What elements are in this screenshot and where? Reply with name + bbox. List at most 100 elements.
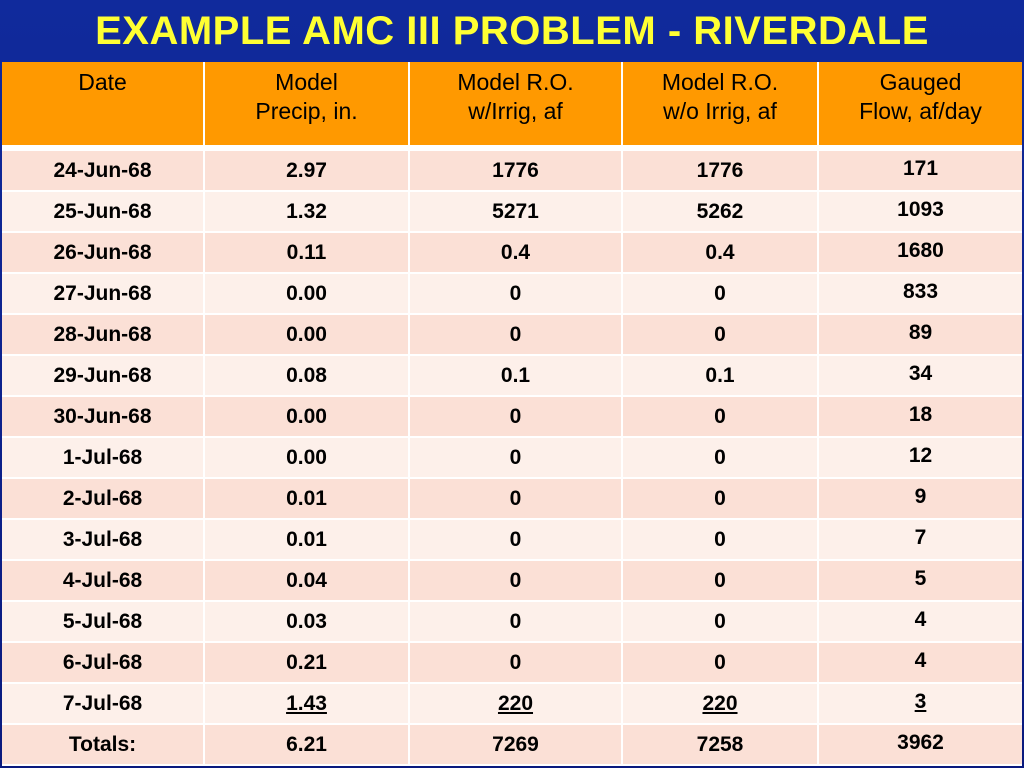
cell-precip: 1.43	[205, 684, 410, 725]
cell-ro-no-irrig: 0	[623, 397, 819, 438]
header-ro-irrig: Model R.O. w/Irrig, af	[410, 62, 623, 147]
cell-precip: 0.00	[205, 397, 410, 438]
cell-gauged-flow: 7	[819, 520, 1022, 561]
table-row: 5-Jul-68 0.03 0 0 4	[2, 602, 1022, 643]
cell-ro-irrig: 0	[410, 561, 623, 602]
cell-date: 4-Jul-68	[2, 561, 205, 602]
cell-precip: 1.32	[205, 192, 410, 233]
cell-ro-irrig: 0	[410, 315, 623, 356]
cell-gauged-flow: 833	[819, 274, 1022, 315]
cell-ro-no-irrig: 0	[623, 602, 819, 643]
table-row: 30-Jun-68 0.00 0 0 18	[2, 397, 1022, 438]
cell-ro-irrig: 0.4	[410, 233, 623, 274]
cell-ro-irrig: 0.1	[410, 356, 623, 397]
cell-gauged-flow: 3	[819, 684, 1022, 725]
cell-ro-no-irrig: 0	[623, 438, 819, 479]
cell-ro-irrig: 220	[410, 684, 623, 725]
header-line: w/o Irrig, af	[663, 98, 777, 124]
table-row: 4-Jul-68 0.04 0 0 5	[2, 561, 1022, 602]
cell-ro-no-irrig: 0	[623, 520, 819, 561]
cell-date: 2-Jul-68	[2, 479, 205, 520]
header-line: Date	[78, 69, 127, 95]
cell-ro-no-irrig: 0.4	[623, 233, 819, 274]
cell-precip: 0.01	[205, 520, 410, 561]
cell-ro-irrig: 1776	[410, 147, 623, 192]
cell-gauged-flow: 171	[819, 147, 1022, 192]
cell-gauged-flow: 3962	[819, 725, 1022, 766]
cell-precip: 0.03	[205, 602, 410, 643]
cell-date: 29-Jun-68	[2, 356, 205, 397]
cell-date: 25-Jun-68	[2, 192, 205, 233]
cell-precip: 0.21	[205, 643, 410, 684]
cell-date: 24-Jun-68	[2, 147, 205, 192]
header-date: Date	[2, 62, 205, 147]
cell-gauged-flow: 9	[819, 479, 1022, 520]
table-row: 25-Jun-68 1.32 5271 5262 1093	[2, 192, 1022, 233]
cell-ro-no-irrig: 0	[623, 274, 819, 315]
header-line: Precip, in.	[255, 98, 358, 124]
header-line: Model	[275, 69, 338, 95]
cell-gauged-flow: 12	[819, 438, 1022, 479]
header-precip: Model Precip, in.	[205, 62, 410, 147]
cell-ro-irrig: 5271	[410, 192, 623, 233]
header-line: Gauged	[879, 69, 962, 95]
cell-date: Totals:	[2, 725, 205, 766]
table-body: 24-Jun-68 2.97 1776 1776 171 25-Jun-68 1.32 527…	[2, 147, 1022, 766]
slide-title: EXAMPLE AMC III PROBLEM - RIVERDALE	[95, 8, 929, 53]
table-row: 27-Jun-68 0.00 0 0 833	[2, 274, 1022, 315]
data-table: Date Model Precip, in. Model R.O. w/Irri…	[2, 62, 1022, 766]
table-row: 28-Jun-68 0.00 0 0 89	[2, 315, 1022, 356]
cell-precip: 0.01	[205, 479, 410, 520]
cell-date: 7-Jul-68	[2, 684, 205, 725]
cell-precip: 0.04	[205, 561, 410, 602]
table-row: 26-Jun-68 0.11 0.4 0.4 1680	[2, 233, 1022, 274]
cell-gauged-flow: 34	[819, 356, 1022, 397]
cell-date: 28-Jun-68	[2, 315, 205, 356]
cell-precip: 6.21	[205, 725, 410, 766]
table-row: 24-Jun-68 2.97 1776 1776 171	[2, 147, 1022, 192]
header-row: Date Model Precip, in. Model R.O. w/Irri…	[2, 62, 1022, 147]
cell-gauged-flow: 1093	[819, 192, 1022, 233]
cell-ro-irrig: 0	[410, 520, 623, 561]
cell-ro-no-irrig: 220	[623, 684, 819, 725]
cell-date: 3-Jul-68	[2, 520, 205, 561]
cell-gauged-flow: 5	[819, 561, 1022, 602]
cell-date: 26-Jun-68	[2, 233, 205, 274]
cell-ro-irrig: 7269	[410, 725, 623, 766]
cell-gauged-flow: 1680	[819, 233, 1022, 274]
table-row: 6-Jul-68 0.21 0 0 4	[2, 643, 1022, 684]
cell-date: 5-Jul-68	[2, 602, 205, 643]
cell-ro-irrig: 0	[410, 438, 623, 479]
cell-precip: 0.00	[205, 315, 410, 356]
cell-precip: 0.08	[205, 356, 410, 397]
cell-ro-irrig: 0	[410, 397, 623, 438]
cell-ro-no-irrig: 0.1	[623, 356, 819, 397]
cell-date: 30-Jun-68	[2, 397, 205, 438]
cell-ro-no-irrig: 0	[623, 315, 819, 356]
cell-gauged-flow: 89	[819, 315, 1022, 356]
cell-precip: 0.11	[205, 233, 410, 274]
cell-date: 27-Jun-68	[2, 274, 205, 315]
cell-precip: 0.00	[205, 274, 410, 315]
table-row: 7-Jul-68 1.43 220 220 3	[2, 684, 1022, 725]
cell-ro-no-irrig: 0	[623, 479, 819, 520]
cell-ro-no-irrig: 0	[623, 561, 819, 602]
cell-precip: 2.97	[205, 147, 410, 192]
cell-ro-no-irrig: 0	[623, 643, 819, 684]
header-line: Model R.O.	[457, 69, 574, 95]
cell-ro-no-irrig: 7258	[623, 725, 819, 766]
cell-gauged-flow: 4	[819, 643, 1022, 684]
header-line: Flow, af/day	[859, 98, 982, 124]
cell-ro-no-irrig: 5262	[623, 192, 819, 233]
header-line: w/Irrig, af	[468, 98, 563, 124]
cell-ro-no-irrig: 1776	[623, 147, 819, 192]
cell-ro-irrig: 0	[410, 602, 623, 643]
cell-precip: 0.00	[205, 438, 410, 479]
table-row: 3-Jul-68 0.01 0 0 7	[2, 520, 1022, 561]
cell-gauged-flow: 4	[819, 602, 1022, 643]
cell-ro-irrig: 0	[410, 479, 623, 520]
table-row: 29-Jun-68 0.08 0.1 0.1 34	[2, 356, 1022, 397]
header-gauged-flow: Gauged Flow, af/day	[819, 62, 1022, 147]
cell-date: 1-Jul-68	[2, 438, 205, 479]
cell-date: 6-Jul-68	[2, 643, 205, 684]
